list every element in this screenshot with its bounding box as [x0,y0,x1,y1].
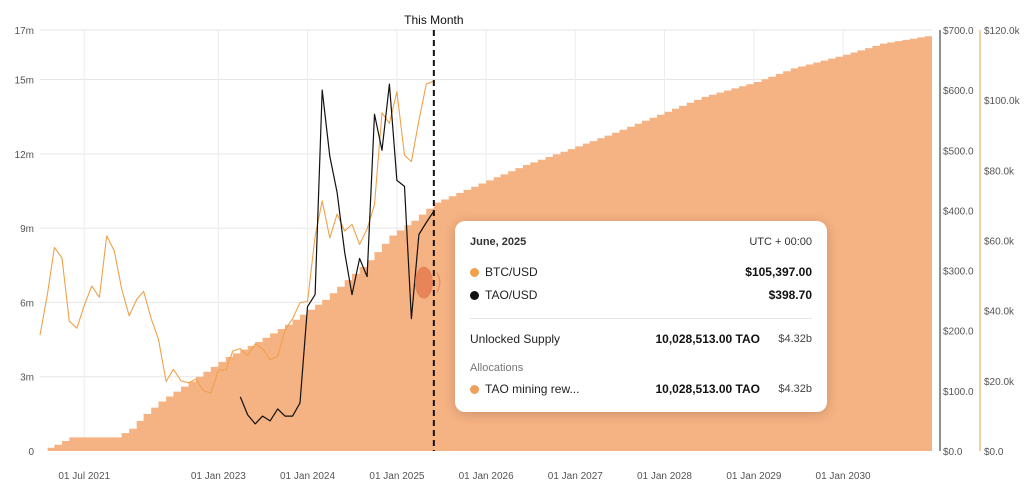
y-right-tao-tick-label: $600.0 [943,86,974,97]
btc-legend-dot [470,267,479,277]
y-right-btc-tick-label: $100.0k [984,96,1021,107]
tao-legend-dot [470,290,479,300]
hover-tooltip: June, 2025 UTC + 00:00 BTC/USD $105,397.… [455,221,827,412]
btc-label: BTC/USD [485,265,538,279]
hover-point [414,266,433,299]
x-tick-label: 01 Jan 2030 [816,471,871,482]
hover-ring [436,272,441,293]
btc-price-line [39,80,434,394]
this-month-marker: This Month [404,13,464,451]
y-right-tao-tick-label: $200.0 [943,327,974,338]
x-tick-label: 01 Jan 2026 [459,471,514,482]
supply-label: Unlocked Supply [470,332,561,346]
tao-label: TAO/USD [485,288,538,302]
y-left-tick-label: 3m [20,373,34,384]
allocation-legend-dot [470,384,479,394]
y-right-btc-tick-label: $40.0k [984,307,1015,318]
x-tick-label: 01 Jan 2028 [637,471,692,482]
supply-usd: $4.32b [778,333,812,345]
tooltip-supply-row: Unlocked Supply 10,028,513.00 TAO $4.32b [470,332,812,346]
y-right-tao-tick-label: $700.0 [943,26,974,37]
y-right-tao-tick-label: $0.0 [943,447,963,458]
price-lines [39,80,435,425]
axes [939,30,981,451]
x-tick-label: 01 Jan 2027 [548,471,603,482]
x-tick-label: 01 Jan 2025 [369,471,424,482]
x-tick-label: 01 Jan 2023 [191,471,246,482]
y-right-btc-tick-label: $120.0k [984,26,1021,37]
y-left-tick-label: 15m [15,76,34,87]
tooltip-date: June, 2025 [470,236,527,248]
x-tick-label: 01 Jan 2029 [726,471,781,482]
y-left-tick-label: 6m [20,298,34,309]
y-right-btc-tick-label: $20.0k [984,377,1015,388]
tooltip-allocation-row: TAO mining rew... 10,028,513.00 TAO $4.3… [470,382,812,396]
allocation-label: TAO mining rew... [485,382,580,396]
tooltip-header: June, 2025 UTC + 00:00 [470,236,812,248]
tooltip-timezone: UTC + 00:00 [749,236,812,248]
tao-price-line [239,83,435,425]
tooltip-tao-row: TAO/USD $398.70 [470,288,812,302]
y-left-tick-label: 17m [15,26,34,37]
y-right-btc-tick-label: $0.0 [984,447,1004,458]
tooltip-btc-row: BTC/USD $105,397.00 [470,265,812,279]
y-right-tao-tick-label: $400.0 [943,206,974,217]
y-left-tick-label: 0 [28,447,34,458]
tooltip-allocations-heading: Allocations [470,362,812,374]
x-tick-label: 01 Jul 2021 [58,471,110,482]
x-tick-label: 01 Jan 2024 [280,471,335,482]
y-right-tao-tick-label: $100.0 [943,387,974,398]
y-right-tao-tick-label: $300.0 [943,267,974,278]
allocation-amount: 10,028,513.00 TAO [655,382,760,396]
y-right-btc-tick-label: $60.0k [984,237,1015,248]
y-left-tick-label: 9m [20,224,34,235]
allocations-label: Allocations [470,362,524,374]
tooltip-divider [470,318,812,319]
this-month-label: This Month [404,13,463,27]
y-left-tick-label: 12m [15,150,34,161]
tick-labels: 0 3m 6m 9m 12m 15m 17m 01 Jul 2021 01 Jan 2023 01… [15,26,1021,482]
supply-amount: 10,028,513.00 TAO [655,332,760,346]
y-right-btc-tick-label: $80.0k [984,166,1015,177]
allocation-usd: $4.32b [778,383,812,395]
y-right-tao-tick-label: $500.0 [943,146,974,157]
tao-value: $398.70 [768,288,812,302]
btc-value: $105,397.00 [745,265,812,279]
